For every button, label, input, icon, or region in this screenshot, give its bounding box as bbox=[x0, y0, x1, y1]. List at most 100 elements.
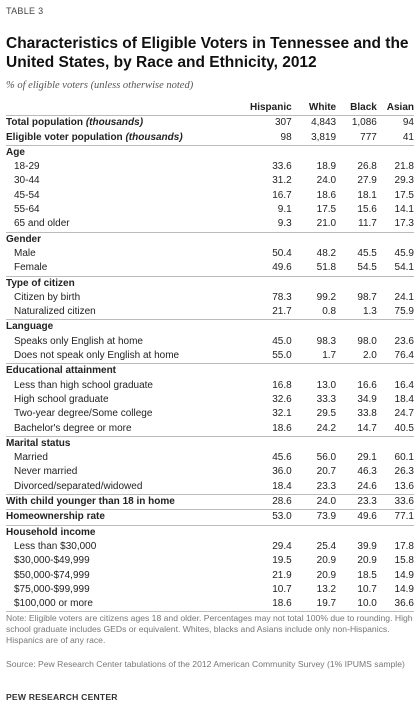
row-label: Male bbox=[14, 247, 36, 259]
cell-white: 20.7 bbox=[316, 466, 337, 478]
cell-black: 10.7 bbox=[357, 583, 377, 595]
table-row: 18-29 33.6 18.9 26.8 21.8 bbox=[6, 160, 414, 174]
row-label: $30,000-$49,999 bbox=[14, 555, 90, 567]
brand-credit: PEW RESEARCH CENTER bbox=[6, 692, 118, 702]
row-unit: (thousands) bbox=[85, 117, 144, 129]
cell-hispanic: 21.9 bbox=[272, 569, 292, 581]
cell-hispanic: 18.4 bbox=[272, 480, 292, 492]
cell-black: 23.3 bbox=[336, 494, 377, 510]
total-row: Eligible voter population (thousands) 98 3… bbox=[6, 130, 414, 146]
row-label: Does not speak only English at home bbox=[14, 350, 180, 362]
cell-black: 10.0 bbox=[336, 597, 377, 613]
table-row: Male 50.4 48.2 45.5 45.9 bbox=[6, 247, 414, 261]
cell-asian: 17.8 bbox=[394, 540, 414, 552]
table-row: Two-year degree/Some college 32.1 29.5 33.8… bbox=[6, 407, 414, 421]
table-row: Bachelor's degree or more 18.6 24.2 14.7 40.… bbox=[6, 422, 414, 437]
cell-asian: 14.9 bbox=[394, 583, 414, 595]
row-label: 45-54 bbox=[14, 189, 40, 201]
table-row: High school graduate 32.6 33.3 34.9 18.4 bbox=[6, 393, 414, 407]
cell-black: 29.1 bbox=[357, 452, 377, 464]
table-row: $50,000-$74,999 21.9 20.9 18.5 14.9 bbox=[6, 569, 414, 583]
cell-hispanic: 36.0 bbox=[272, 466, 292, 478]
cell-hispanic: 50.4 bbox=[272, 247, 292, 259]
cell-white: 18.9 bbox=[316, 161, 337, 173]
cell-white: 48.2 bbox=[316, 247, 337, 259]
table-row: 65 and older 9.3 21.0 11.7 17.3 bbox=[6, 217, 414, 232]
cell-black: 18.1 bbox=[357, 189, 377, 201]
cell-black: 24.6 bbox=[357, 480, 377, 492]
cell-white: 51.8 bbox=[316, 262, 337, 274]
cell-asian: 40.5 bbox=[394, 422, 414, 434]
section-heading: Educational attainment bbox=[6, 363, 414, 379]
cell-hispanic: 33.6 bbox=[272, 161, 292, 173]
cell-hispanic: 19.5 bbox=[272, 555, 292, 567]
row-label: Less than $30,000 bbox=[14, 540, 97, 552]
cell-white: 99.2 bbox=[316, 291, 337, 303]
table-row: $75,000-$99,999 10.7 13.2 10.7 14.9 bbox=[6, 583, 414, 597]
cell-hispanic: 49.6 bbox=[272, 262, 292, 274]
cell-asian: 13.6 bbox=[394, 480, 414, 492]
cell-white: 98.3 bbox=[316, 335, 337, 347]
cell-hispanic: 45.0 bbox=[272, 335, 292, 347]
cell-hispanic: 9.3 bbox=[277, 218, 292, 230]
cell-black: 54.5 bbox=[357, 262, 377, 274]
cell-asian: 76.4 bbox=[394, 350, 414, 362]
table-row: Less than $30,000 29.4 25.4 39.9 17.8 bbox=[6, 540, 414, 554]
cell-white: 24.0 bbox=[316, 175, 337, 187]
cell-black: 1.3 bbox=[362, 306, 377, 318]
section-title: Educational attainment bbox=[6, 363, 414, 379]
row-label: Naturalized citizen bbox=[14, 306, 96, 318]
row-label: Eligible voter population (thousands) bbox=[6, 130, 250, 146]
row-label-text: Total population bbox=[6, 117, 84, 129]
table-row: Less than high school graduate 16.8 13.0 16… bbox=[6, 379, 414, 393]
cell-hispanic: 18.6 bbox=[249, 597, 292, 613]
cell-asian: 24.7 bbox=[394, 408, 414, 420]
cell-white: 20.9 bbox=[316, 555, 337, 567]
row-label: 30-44 bbox=[14, 175, 40, 187]
row-label: 65 and older bbox=[14, 218, 70, 230]
row-label: 55-64 bbox=[14, 204, 40, 216]
cell-black: 98.0 bbox=[357, 335, 377, 347]
table-row: Female 49.6 51.8 54.5 54.1 bbox=[6, 261, 414, 276]
cell-black: 18.5 bbox=[357, 569, 377, 581]
cell-black: 11.7 bbox=[358, 218, 377, 230]
cell-black: 777 bbox=[336, 130, 377, 146]
cell-white: 13.0 bbox=[316, 379, 337, 391]
cell-black: 26.8 bbox=[357, 161, 377, 173]
table-row: Divorced/separated/widowed 18.4 23.3 24.6 13… bbox=[6, 480, 414, 495]
table-row: 30-44 31.2 24.0 27.9 29.3 bbox=[6, 174, 414, 188]
cell-black: 27.9 bbox=[357, 175, 377, 187]
cell-asian: 21.8 bbox=[394, 161, 414, 173]
cell-asian: 17.5 bbox=[394, 189, 414, 201]
table-row: $100,000 or more 18.6 19.7 10.0 36.6 bbox=[6, 597, 414, 613]
cell-black: 46.3 bbox=[357, 466, 377, 478]
column-header-black: Black bbox=[350, 102, 377, 113]
cell-asian: 23.6 bbox=[394, 335, 414, 347]
cell-hispanic: 29.4 bbox=[272, 540, 292, 552]
source-note: Source: Pew Research Center tabulations … bbox=[6, 659, 405, 669]
row-label: With child younger than 18 in home bbox=[6, 494, 250, 510]
row-label: Two-year degree/Some college bbox=[14, 408, 153, 420]
section-heading: Language bbox=[6, 319, 414, 335]
table-body: Total population (thousands) 307 4,843 1,08… bbox=[6, 115, 414, 613]
cell-black: 49.6 bbox=[336, 509, 377, 526]
table-row: Never married 36.0 20.7 46.3 26.3 bbox=[6, 465, 414, 479]
table-header: Hispanic White Black Asian bbox=[6, 101, 414, 116]
row-label: $100,000 or more bbox=[6, 597, 250, 613]
cell-asian: 14.9 bbox=[394, 569, 414, 581]
row-label: Total population (thousands) bbox=[6, 115, 250, 131]
row-label-text: Eligible voter population bbox=[6, 131, 123, 143]
cell-black: 45.5 bbox=[357, 247, 377, 259]
cell-white: 21.0 bbox=[316, 218, 337, 230]
cell-black: 33.8 bbox=[357, 408, 377, 420]
page-title: Characteristics of Eligible Voters in Te… bbox=[6, 35, 409, 71]
cell-white: 56.0 bbox=[316, 452, 337, 464]
cell-asian: 26.3 bbox=[394, 466, 414, 478]
cell-white: 13.2 bbox=[316, 583, 337, 595]
section-title: Household income bbox=[6, 524, 414, 540]
cell-hispanic: 32.6 bbox=[272, 393, 292, 405]
cell-black: 15.6 bbox=[357, 204, 377, 216]
section-heading: Gender bbox=[6, 231, 414, 247]
cell-black: 34.9 bbox=[357, 393, 377, 405]
